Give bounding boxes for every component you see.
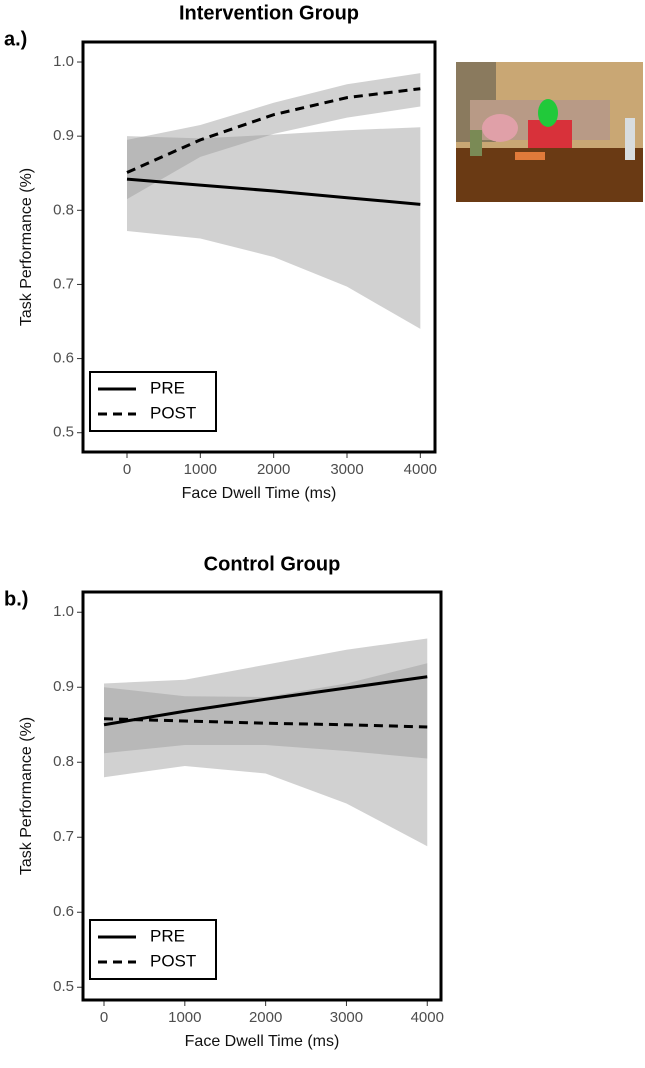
photo-table: [456, 148, 643, 202]
x-tick-label: 3000: [330, 1009, 363, 1026]
y-tick-label: 0.5: [53, 424, 74, 441]
legend-box: [89, 371, 217, 432]
series-line: [126, 87, 421, 174]
x-tick-label: 0: [100, 1009, 108, 1026]
legend-label: POST: [150, 403, 196, 422]
y-tick-label: 0.7: [53, 275, 74, 292]
legend-label: POST: [150, 951, 196, 970]
y-tick-label: 0.7: [53, 828, 74, 845]
confidence-band: [104, 638, 428, 847]
series-line: [103, 717, 428, 729]
chart-title: Control Group: [204, 553, 341, 575]
y-tick-label: 0.9: [53, 678, 74, 695]
photo-cup: [470, 130, 482, 156]
x-tick-label: 2000: [257, 461, 290, 478]
y-tick-label: 0.8: [53, 201, 74, 218]
y-tick-label: 0.6: [53, 903, 74, 920]
photo-pillow: [482, 114, 518, 142]
photo-bottle: [625, 118, 635, 160]
y-tick-label: 1.0: [53, 603, 74, 620]
x-tick-label: 2000: [249, 1009, 282, 1026]
legend-label: PRE: [150, 926, 185, 945]
photo: [456, 62, 643, 202]
y-axis-label: Task Performance (%): [18, 168, 35, 326]
x-tick-label: 1000: [184, 461, 217, 478]
y-axis-label: Task Performance (%): [18, 717, 35, 875]
chart-title: Intervention Group: [179, 2, 359, 24]
legend-label: PRE: [150, 378, 185, 397]
panel-label: b.): [4, 588, 28, 610]
x-tick-label: 1000: [168, 1009, 201, 1026]
plot-frame: [81, 40, 437, 454]
photo-object: [515, 152, 545, 160]
x-tick-label: 4000: [411, 1009, 444, 1026]
series-line: [126, 177, 421, 206]
x-axis-label: Face Dwell Time (ms): [182, 485, 337, 502]
x-axis-label: Face Dwell Time (ms): [185, 1033, 340, 1050]
y-tick-label: 1.0: [53, 53, 74, 70]
y-tick-label: 0.6: [53, 350, 74, 367]
plot-frame: [81, 590, 443, 1002]
y-tick-label: 0.8: [53, 753, 74, 770]
panel-label: a.): [4, 28, 27, 50]
x-tick-label: 3000: [330, 461, 363, 478]
y-tick-label: 0.5: [53, 978, 74, 995]
x-tick-label: 0: [123, 461, 131, 478]
confidence-band: [127, 73, 421, 200]
x-tick-label: 4000: [404, 461, 437, 478]
photo-face: [538, 99, 558, 127]
legend-box: [89, 919, 217, 980]
series-line: [103, 675, 428, 727]
confidence-band: [127, 127, 421, 329]
y-tick-label: 0.9: [53, 127, 74, 144]
